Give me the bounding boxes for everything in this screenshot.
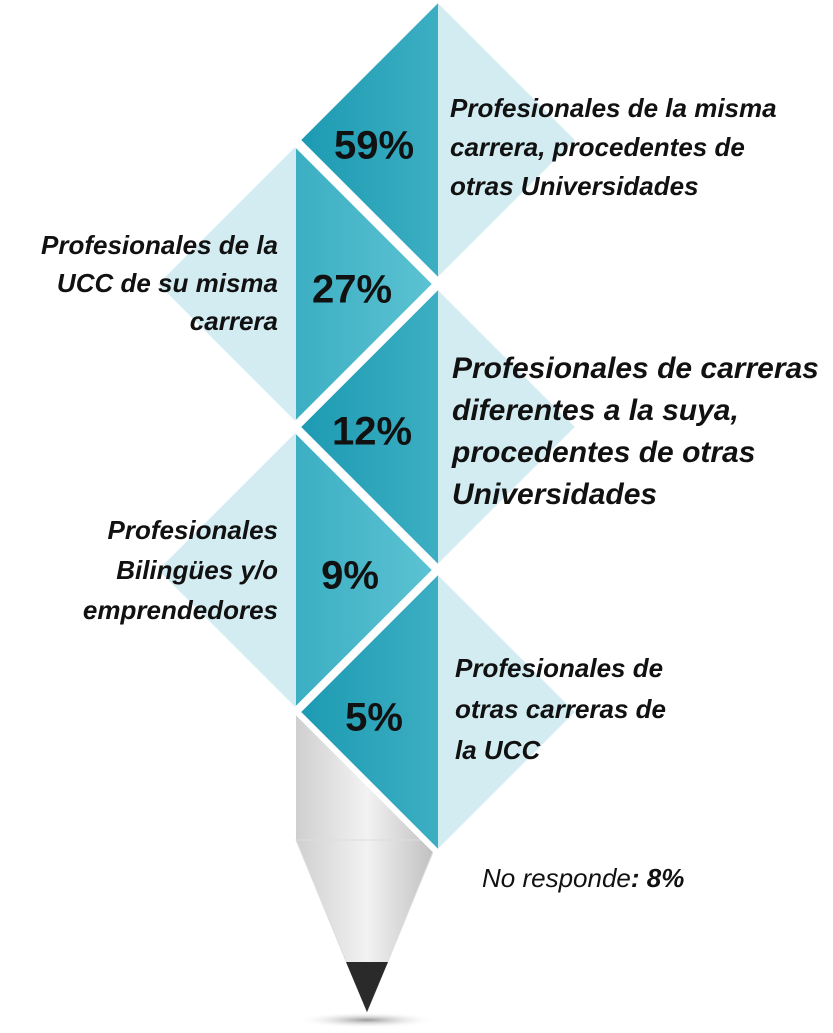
percent: 5% bbox=[345, 696, 403, 740]
description: procedentes de otras bbox=[451, 436, 755, 469]
description: Profesionales de la bbox=[41, 230, 278, 260]
description: otras carreras de bbox=[455, 694, 666, 724]
diamond-band bbox=[296, 425, 438, 715]
description: Profesionales de la misma bbox=[450, 93, 777, 123]
percent: 9% bbox=[321, 554, 379, 598]
description: emprendedores bbox=[83, 595, 278, 625]
diamond-band bbox=[296, 0, 438, 286]
description: Profesionales bbox=[107, 515, 278, 545]
percent: 12% bbox=[332, 410, 412, 454]
diamond-band bbox=[296, 566, 438, 858]
description: UCC de su misma bbox=[57, 268, 278, 298]
diamond-band bbox=[296, 281, 438, 573]
percent: 59% bbox=[334, 124, 414, 168]
description: carrera, procedentes de bbox=[450, 132, 745, 162]
note: No responde: 8% bbox=[482, 863, 684, 893]
labels: 59% Profesionales de la misma carrera, pro… bbox=[41, 93, 819, 765]
description: carrera bbox=[190, 306, 278, 336]
description: Profesionales de bbox=[455, 653, 663, 683]
percent: 27% bbox=[312, 268, 392, 312]
note-value: : 8% bbox=[631, 863, 684, 893]
note-text: No responde bbox=[482, 863, 631, 893]
diamond-band bbox=[296, 139, 438, 429]
description: Bilingües y/o bbox=[116, 555, 278, 585]
description: Profesionales de carreras bbox=[452, 352, 819, 385]
description: diferentes a la suya, bbox=[452, 394, 739, 427]
description: Universidades bbox=[452, 478, 657, 511]
diamonds bbox=[149, 0, 584, 858]
description: otras Universidades bbox=[450, 171, 699, 201]
description: la UCC bbox=[455, 735, 541, 765]
